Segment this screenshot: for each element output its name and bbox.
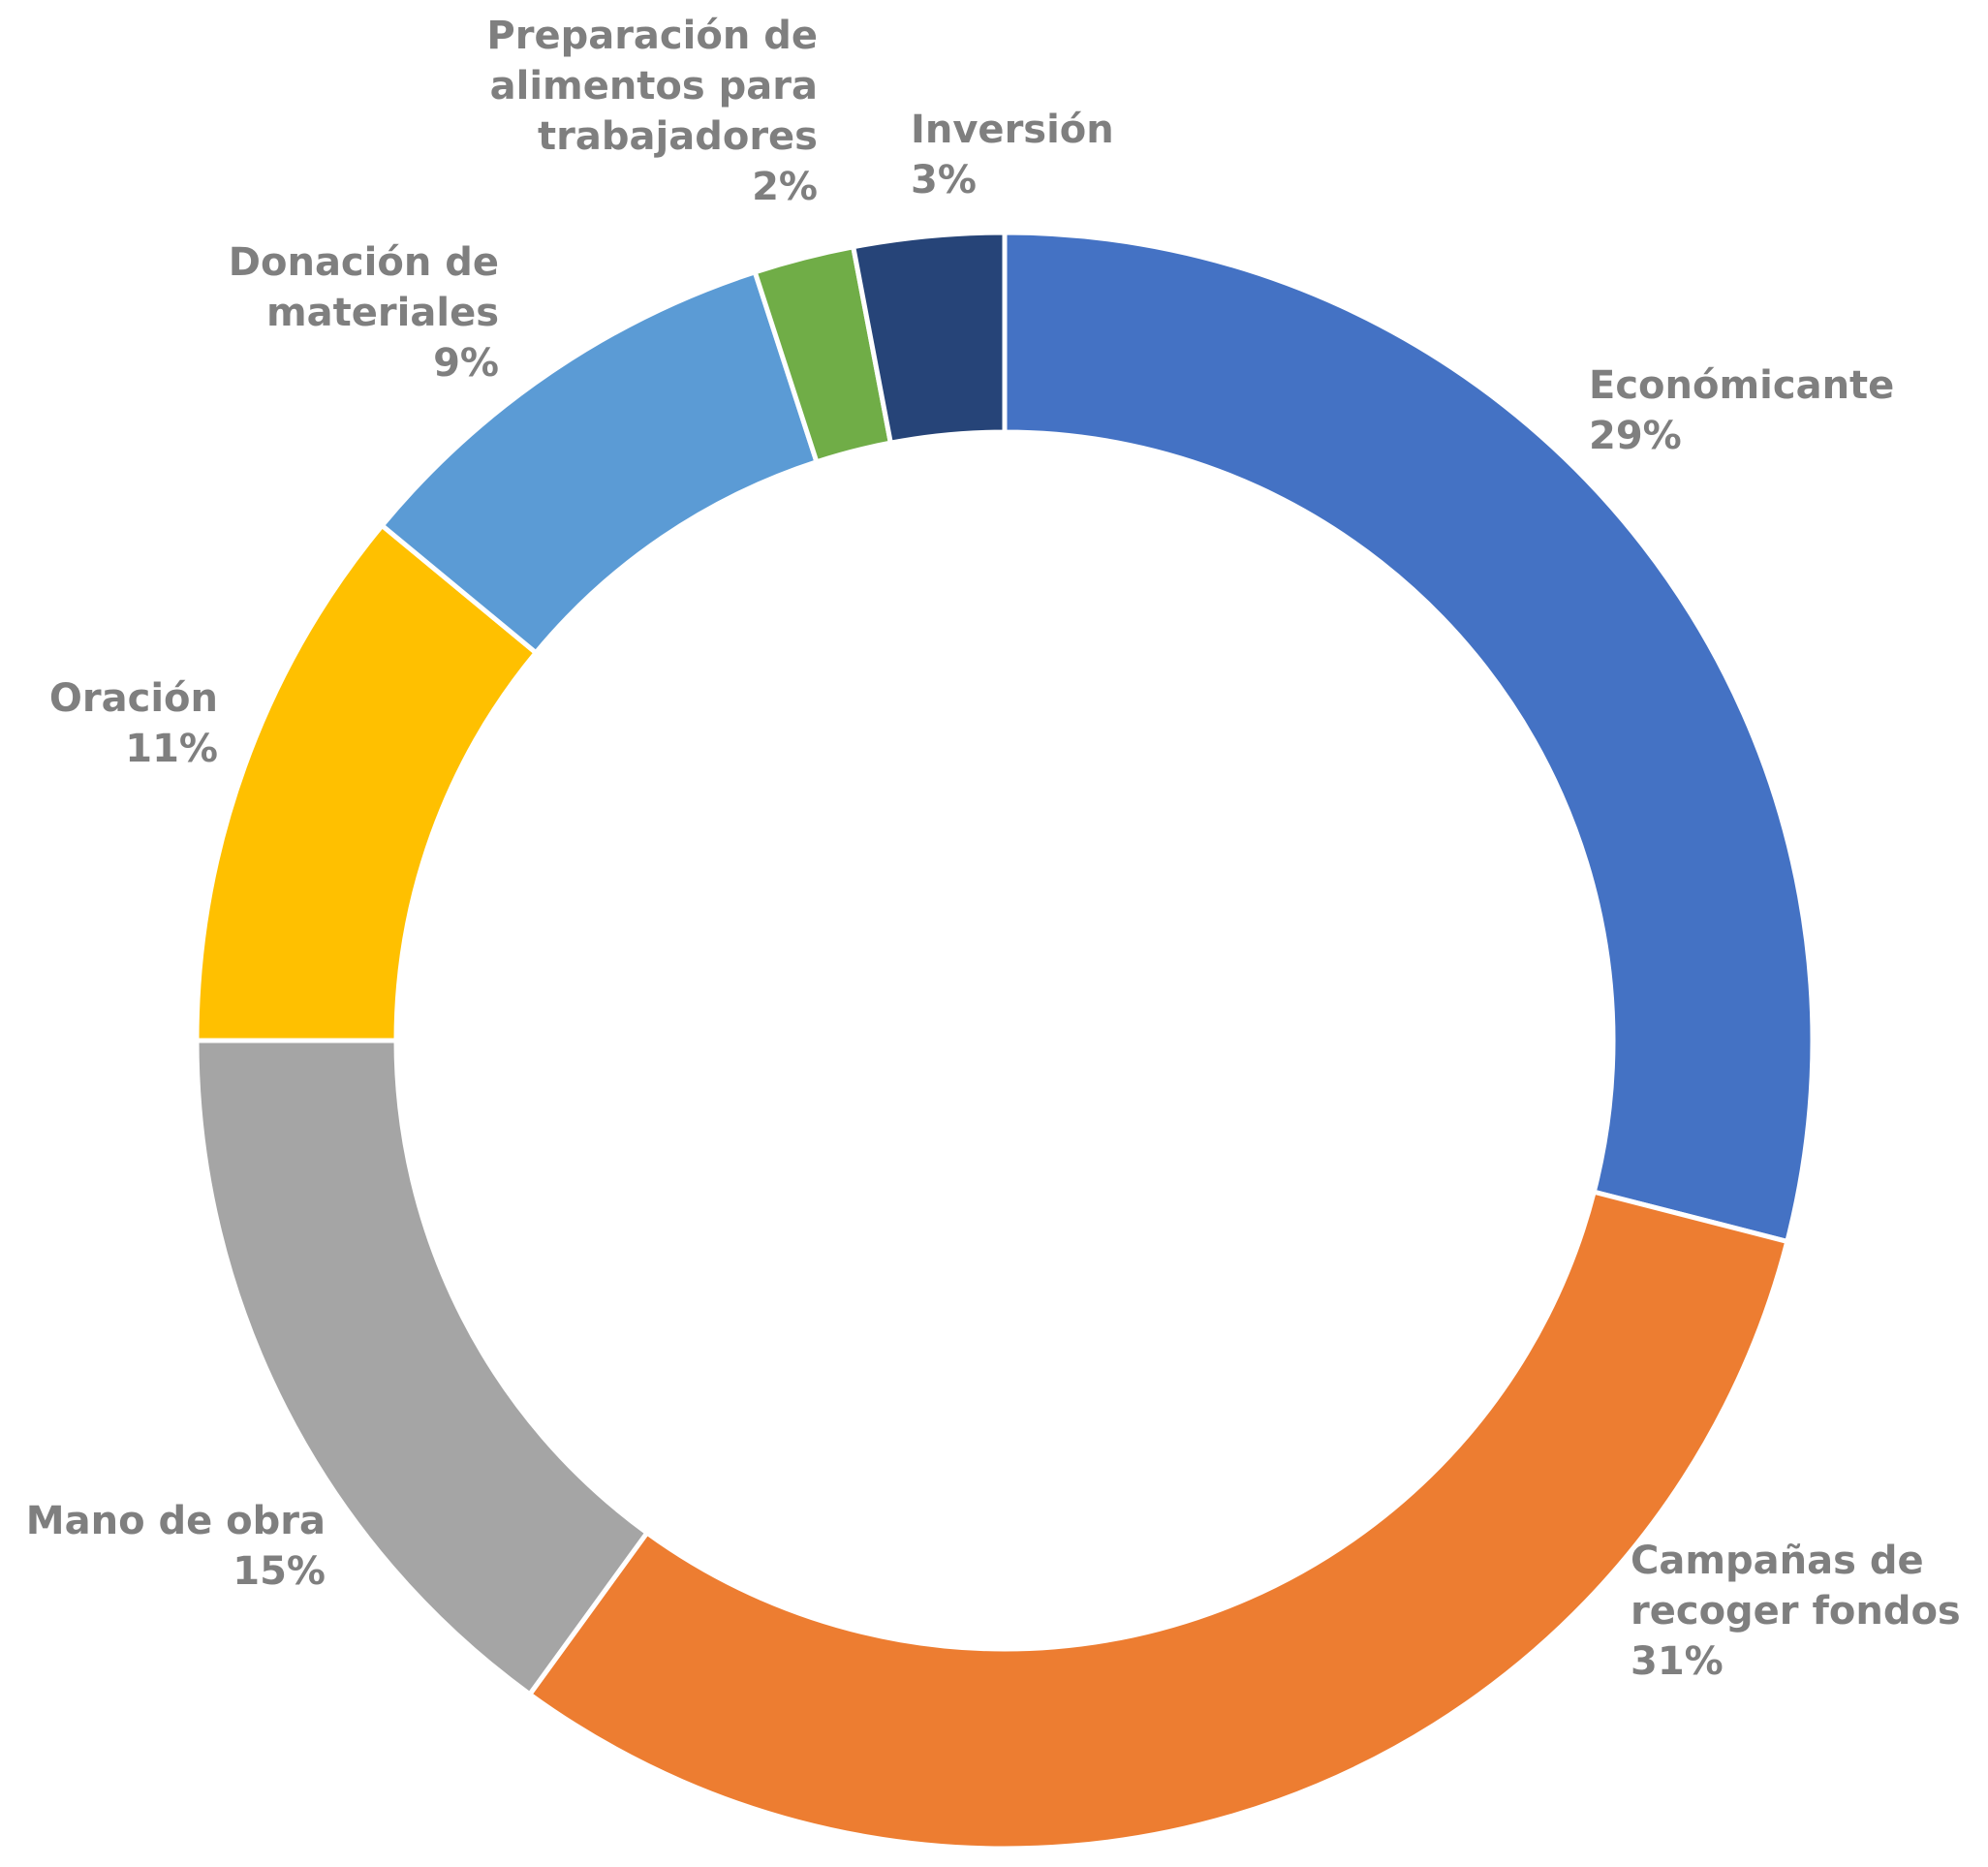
slice-percent: 31% [1631,1639,1724,1684]
donut-slice-1 [527,1189,1790,1851]
slice-label-economicante: Económicante 29% [1589,360,1894,461]
slice-name-line: Mano de obra [25,1499,326,1543]
slice-name-line: materiales [266,291,499,335]
slice-name-line: Inversión [911,108,1114,152]
slice-name-line: recoger fondos [1631,1589,1961,1634]
slice-percent: 29% [1589,414,1682,458]
slice-label-mano-de-obra: Mano de obra 15% [26,1496,326,1597]
slice-label-oracion: Oración 11% [49,673,218,774]
slice-label-preparacion: Preparación de alimentos para trabajador… [486,11,818,212]
slice-percent: 11% [125,727,218,771]
slice-name-line: Oración [48,676,218,721]
slice-name-line: Campañas de [1631,1539,1924,1583]
slice-percent: 3% [911,158,977,202]
donut-slice-0 [1002,230,1816,1244]
slice-label-inversion: Inversión 3% [911,105,1114,205]
slice-name-line: Donación de [228,240,499,285]
slice-name-line: Económicante [1589,363,1895,408]
slice-name-line: Preparación de [486,14,818,58]
donut-slice-6 [851,230,1008,446]
slice-name-line: alimentos para [489,64,818,109]
slice-percent: 15% [233,1549,326,1594]
slice-percent: 9% [433,341,499,386]
slice-percent: 2% [752,165,818,209]
slice-label-campanas: Campañas de recoger fondos 31% [1631,1536,1961,1687]
slice-label-donacion: Donación de materiales 9% [229,237,499,389]
slice-name-line: trabajadores [538,114,818,159]
